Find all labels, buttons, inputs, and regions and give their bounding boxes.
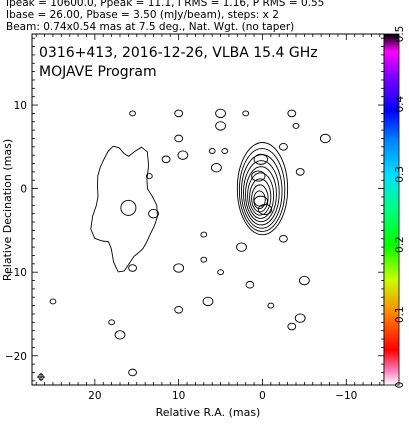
axis-ticks <box>32 34 384 385</box>
core-contour <box>236 142 289 236</box>
colorbar-tick-label: 0.5 <box>394 26 406 43</box>
colorbar-tick-label: 0.4 <box>394 96 406 113</box>
noise-contour <box>287 109 297 118</box>
colorbar <box>383 33 400 386</box>
y-tick-label: 10 <box>14 100 27 112</box>
noise-contour <box>215 108 226 119</box>
jet-component <box>253 195 268 207</box>
colorbar-labels: 0 0.1 0.2 0.3 0.4 0.5 <box>394 26 406 389</box>
noise-contour <box>114 330 126 340</box>
noise-contour <box>200 256 208 263</box>
jet-component <box>253 153 268 165</box>
noise-contour <box>208 148 216 154</box>
core-contour <box>243 160 280 226</box>
core-contour <box>249 178 272 216</box>
lobe-inner-contour <box>120 199 137 216</box>
x-tick-label: −10 <box>335 390 357 402</box>
noise-contour <box>174 134 184 143</box>
y-axis-label: Relative Decination (mas) <box>1 139 14 281</box>
header-line-3: Beam: 0.74x0.54 mas at 7.5 deg., Nat. Wg… <box>6 21 295 33</box>
noise-contour <box>279 234 288 243</box>
noise-contour <box>236 242 247 252</box>
noise-contour <box>161 155 171 164</box>
noise-contour <box>210 163 222 173</box>
noise-contour <box>245 280 255 289</box>
noise-contour <box>49 298 57 305</box>
noise-contour <box>287 322 297 331</box>
jet-component <box>257 204 273 215</box>
x-axis-label: Relative R.A. (mas) <box>156 406 261 419</box>
colorbar-tick-label: 0.1 <box>394 306 406 323</box>
core-contour <box>247 172 275 219</box>
header-line-1: Ipeak = 10600.0, Ppeak = 11.1, I RMS = 1… <box>6 0 325 9</box>
x-tick-label: 10 <box>172 390 185 402</box>
noise-contour <box>128 264 137 272</box>
noise-contour <box>108 319 116 326</box>
noise-contour <box>174 109 184 118</box>
noise-contour <box>177 150 189 160</box>
noise-contour <box>294 313 306 323</box>
noise-contour <box>279 143 288 151</box>
noise-contour <box>295 168 305 176</box>
noise-contour <box>174 305 184 314</box>
noise-contour <box>215 121 226 131</box>
lobe-contour <box>90 145 158 273</box>
contours <box>37 108 331 381</box>
noise-contour <box>217 269 224 276</box>
core-contour <box>253 190 266 210</box>
noise-contour <box>319 133 331 144</box>
x-tick-label: 0 <box>259 390 266 402</box>
colorbar-tick-label: 0 <box>394 382 406 389</box>
x-tick-label: 20 <box>88 390 101 402</box>
y-tick-label: 0 <box>20 184 27 196</box>
noise-contour <box>128 368 137 377</box>
y-tick-label: −20 <box>5 351 27 363</box>
noise-contour <box>148 209 159 219</box>
noise-contour <box>202 296 214 307</box>
noise-contour <box>145 173 153 180</box>
header-line-2: Ibase = 26.00, Pbase = 3.50 (mJy/beam), … <box>6 9 279 21</box>
noise-contour <box>200 231 208 238</box>
noise-contour <box>221 148 229 154</box>
noise-contour <box>129 110 136 117</box>
tick-labels: 20 10 0 −10 10 0 −10 −20 <box>5 100 358 402</box>
colorbar-tick-label: 0.3 <box>394 166 406 183</box>
noise-contour <box>298 275 310 286</box>
colorbar-tick-label: 0.2 <box>394 236 406 253</box>
noise-contour <box>267 302 275 309</box>
core-contour <box>251 184 269 213</box>
core-contour <box>245 166 277 223</box>
noise-contour <box>292 122 300 129</box>
jet-component <box>251 170 266 182</box>
core-contour <box>238 148 286 232</box>
noise-contour <box>242 110 250 117</box>
y-tick-label: −10 <box>5 267 27 279</box>
noise-contour <box>173 263 185 273</box>
plot-frame <box>31 33 385 386</box>
chart-title: 0316+413, 2016-12-26, VLBA 15.4 GHz <box>39 45 318 61</box>
chart-subtitle: MOJAVE Program <box>39 64 157 80</box>
